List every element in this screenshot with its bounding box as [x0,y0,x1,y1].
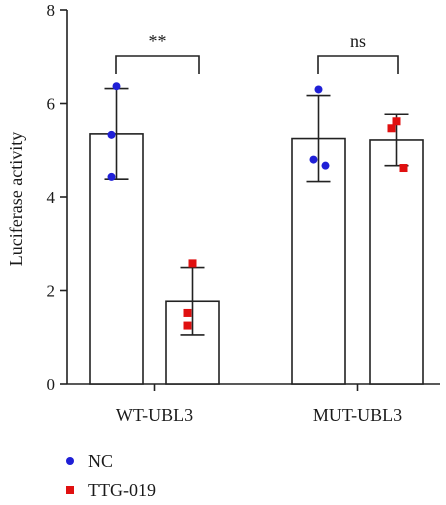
data-point [107,130,116,139]
legend: NC TTG-019 [66,451,156,500]
y-tick-label: 4 [47,188,56,207]
data-point [309,155,318,164]
bar [165,300,220,385]
data-point [387,124,396,133]
axes: 0 2 4 6 8 WT-UBL3 MUT-UBL3 [47,1,440,425]
significance-label: ** [149,31,167,51]
data-point [314,85,323,94]
y-tick-label: 0 [47,375,56,394]
data-point [399,164,408,173]
data-point [188,259,197,268]
x-category-label: WT-UBL3 [116,405,193,425]
y-tick-label: 6 [47,95,56,114]
bar [369,139,424,385]
x-category-label: MUT-UBL3 [313,405,402,425]
legend-marker-square [66,486,74,494]
y-tick-label: 2 [47,282,56,301]
legend-label: NC [88,451,113,471]
data-point [183,321,192,330]
y-tick-label: 8 [47,1,56,20]
significance-bracket [115,55,200,74]
significance-bracket [317,55,399,74]
points-layer [107,82,408,330]
significance-label: ns [350,31,366,51]
significance-layer: ** ns [115,31,399,74]
legend-label: TTG-019 [88,480,156,500]
data-point [321,161,330,170]
legend-marker-circle [66,457,74,465]
y-axis-label: Luciferase activity [6,132,26,266]
data-point [107,172,116,181]
bars-layer [89,133,424,385]
data-point [183,308,192,317]
data-point [392,117,401,126]
data-point [112,82,121,91]
error-bars-layer [104,87,409,336]
